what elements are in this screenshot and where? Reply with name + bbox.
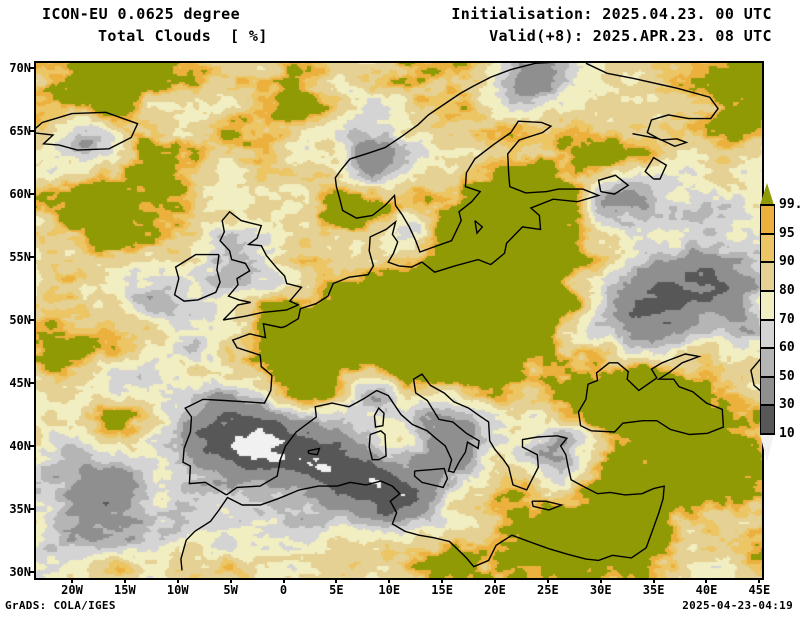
coastline-path — [180, 373, 665, 571]
lat-tick-label: 45N — [9, 375, 31, 390]
colorbar-tick-label: 50 — [779, 369, 795, 384]
coastline-path — [644, 156, 668, 180]
colorbar-segment — [760, 262, 775, 291]
lon-tick-label: 10E — [378, 583, 401, 597]
colorbar-tick-mark — [760, 404, 775, 406]
lon-tick-label: 5W — [223, 583, 238, 597]
lon-tick-mark — [335, 578, 338, 583]
lat-tick-mark — [29, 570, 35, 573]
grads-credit: GrADS: COLA/IGES — [5, 599, 116, 612]
colorbar-tick-mark — [760, 433, 775, 435]
colorbar-tick-label: 95 — [779, 226, 795, 241]
colorbar-under-min-triangle — [760, 434, 774, 462]
colorbar-tick-mark — [760, 347, 775, 349]
coastline-path — [35, 111, 139, 151]
colorbar-over-max-triangle — [760, 183, 774, 205]
colorbar-tick-mark — [760, 261, 775, 263]
colorbar-segment — [760, 205, 775, 234]
lat-tick-mark — [29, 319, 35, 321]
coastline-path — [368, 430, 387, 461]
coastlines-overlay — [35, 62, 762, 571]
colorbar-tick-label: 60 — [779, 340, 795, 355]
lon-tick-mark — [282, 578, 285, 583]
lon-tick-mark — [229, 578, 232, 583]
coastline-path — [577, 353, 725, 436]
colorbar-tick-mark — [760, 233, 775, 235]
colorbar-tick-mark — [760, 376, 775, 378]
colorbar-segment — [760, 377, 775, 405]
colorbar-tick-label: 99.5 — [779, 197, 800, 212]
lon-tick-label: 30E — [589, 583, 612, 597]
lat-tick-mark — [29, 444, 35, 447]
colorbar-tick-mark — [760, 319, 775, 321]
coastline-path — [373, 406, 385, 428]
coastline-path — [307, 447, 321, 456]
lon-tick-label: 20E — [484, 583, 506, 597]
lat-tick-mark — [29, 381, 35, 384]
colorbar-segment — [760, 234, 775, 262]
colorbar-segment — [760, 348, 775, 377]
lat-tick-label: 60N — [9, 187, 31, 202]
lon-tick-mark — [441, 578, 444, 583]
coastline-path — [531, 500, 564, 511]
init-time-label: Initialisation: 2025.04.23. 00 UTC — [451, 5, 772, 23]
field-title: Total Clouds [ %] — [98, 27, 268, 45]
coastline-path — [597, 174, 630, 195]
lat-tick-label: 30N — [9, 564, 31, 579]
model-title: ICON-EU 0.0625 degree — [42, 5, 241, 23]
valid-time-label: Valid(+8): 2025.APR.23. 08 UTC — [489, 27, 772, 45]
lon-tick-label: 20W — [61, 583, 83, 597]
creation-timestamp: 2025-04-23-04:19 — [682, 599, 793, 612]
lat-tick-label: 50N — [9, 313, 31, 327]
lon-tick-mark — [493, 578, 496, 583]
lon-tick-label: 45E — [748, 583, 771, 597]
lon-tick-mark — [705, 578, 708, 583]
lat-tick-mark — [29, 67, 35, 70]
lon-tick-mark — [176, 578, 179, 583]
lon-tick-label: 0 — [279, 583, 288, 597]
lat-tick-mark — [29, 130, 35, 133]
coastline-path — [585, 62, 719, 148]
colorbar-tick-label: 80 — [779, 283, 795, 298]
lat-tick-label: 55N — [9, 250, 31, 265]
lon-tick-mark — [758, 578, 761, 583]
colorbar-tick-mark — [760, 204, 775, 206]
coastline-path — [219, 210, 303, 321]
lon-tick-mark — [123, 578, 126, 583]
colorbar-tick-label: 30 — [779, 397, 795, 412]
lon-tick-label: 10W — [166, 583, 189, 597]
lon-tick-label: 35E — [642, 583, 665, 597]
coastline-path — [474, 220, 484, 235]
lon-tick-label: 5E — [329, 583, 344, 597]
lat-tick-mark — [29, 256, 35, 259]
lon-tick-mark — [652, 578, 655, 583]
lon-tick-mark — [599, 578, 602, 583]
lon-tick-mark — [546, 578, 549, 583]
lat-tick-label: 70N — [9, 61, 31, 76]
colorbar-segment — [760, 291, 775, 320]
lat-tick-mark — [29, 193, 35, 196]
colorbar-tick-label: 10 — [779, 426, 795, 441]
lon-tick-label: 25E — [537, 583, 559, 597]
colorbar-tick-mark — [760, 290, 775, 292]
coastline-path — [413, 467, 449, 489]
lon-tick-mark — [71, 578, 73, 583]
coastline-path — [182, 62, 601, 496]
lon-tick-mark — [388, 578, 391, 583]
lat-tick-label: 35N — [9, 501, 31, 516]
colorbar-segment — [760, 405, 775, 434]
coastline-path — [173, 253, 221, 302]
lat-tick-mark — [29, 507, 35, 510]
colorbar-segment — [760, 320, 775, 348]
lon-tick-label: 15E — [431, 583, 453, 597]
lon-tick-label: 40E — [695, 583, 718, 597]
lon-tick-label: 15W — [114, 583, 136, 597]
lat-tick-label: 65N — [9, 124, 31, 139]
lat-tick-label: 40N — [9, 438, 31, 453]
colorbar-tick-label: 90 — [779, 254, 795, 269]
coastline-path — [750, 357, 762, 393]
colorbar-tick-label: 70 — [779, 312, 795, 327]
